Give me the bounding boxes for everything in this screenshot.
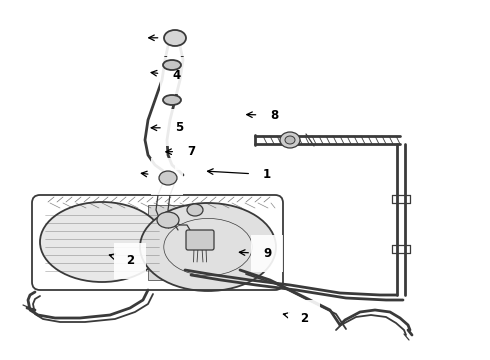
Ellipse shape bbox=[187, 204, 203, 216]
Text: 2: 2 bbox=[283, 312, 308, 325]
Text: 6: 6 bbox=[141, 170, 171, 183]
FancyBboxPatch shape bbox=[186, 230, 214, 250]
Text: 7: 7 bbox=[166, 145, 195, 158]
Ellipse shape bbox=[285, 136, 295, 144]
Text: 4: 4 bbox=[151, 69, 180, 82]
Ellipse shape bbox=[163, 60, 181, 70]
Bar bbox=[148, 205, 193, 280]
Text: 2: 2 bbox=[109, 254, 134, 267]
Ellipse shape bbox=[140, 203, 276, 291]
Ellipse shape bbox=[40, 202, 164, 282]
Ellipse shape bbox=[163, 95, 181, 105]
Text: 3: 3 bbox=[149, 31, 180, 44]
Ellipse shape bbox=[157, 212, 179, 228]
Ellipse shape bbox=[280, 132, 300, 148]
Ellipse shape bbox=[159, 171, 177, 185]
Text: 5: 5 bbox=[151, 121, 183, 134]
Text: 8: 8 bbox=[247, 109, 278, 122]
Text: 1: 1 bbox=[208, 168, 271, 181]
Text: 9: 9 bbox=[240, 247, 271, 260]
Ellipse shape bbox=[164, 30, 186, 46]
